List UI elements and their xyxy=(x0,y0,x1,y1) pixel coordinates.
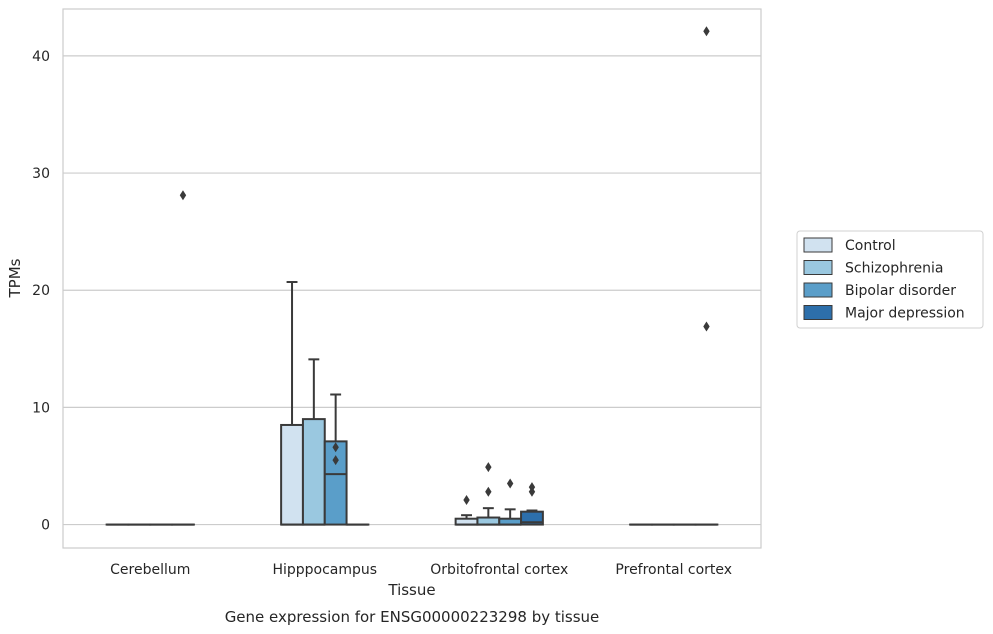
y-tick-label: 20 xyxy=(32,283,50,299)
outlier-point xyxy=(179,190,187,201)
box-groups xyxy=(105,26,719,526)
box-body xyxy=(280,423,304,526)
legend-swatch xyxy=(803,305,833,320)
box xyxy=(520,482,544,526)
chart-caption: Gene expression for ENSG00000223298 by t… xyxy=(225,608,600,626)
y-tick-labels: 0 10 20 30 40 xyxy=(32,49,50,534)
outlier-point xyxy=(703,26,710,37)
legend-frame xyxy=(796,230,984,329)
category-group xyxy=(454,462,544,526)
outlier-point xyxy=(485,486,492,497)
legend-swatch xyxy=(803,260,833,275)
x-tick-labels: Cerebellum Hipppocampus Orbitofrontal cort… xyxy=(110,562,732,578)
box-body xyxy=(323,440,348,526)
x-axis-label: Tissue xyxy=(387,581,435,599)
box xyxy=(171,190,195,526)
outlier-point xyxy=(332,442,339,453)
legend-label: Major depression xyxy=(845,306,965,322)
outlier-point xyxy=(506,478,514,489)
outlier-point xyxy=(485,462,492,473)
category-group xyxy=(629,26,719,526)
y-tick-label: 0 xyxy=(41,518,50,534)
box-body xyxy=(301,418,326,526)
x-tick-label: Prefrontal cortex xyxy=(615,562,732,578)
y-tick-label: 40 xyxy=(32,49,50,65)
y-axis-label: TPMs xyxy=(6,258,24,298)
y-tick-label: 30 xyxy=(32,166,50,182)
legend-swatch xyxy=(803,237,833,253)
outlier-point xyxy=(463,494,470,505)
box-body xyxy=(476,516,501,526)
plot-background xyxy=(63,9,761,548)
legend-label: Bipolar disorder xyxy=(845,283,956,299)
category-group xyxy=(105,190,195,526)
x-tick-label: Hipppocampus xyxy=(272,562,377,578)
x-tick-label: Orbitofrontal cortex xyxy=(430,562,568,578)
outlier-point xyxy=(332,455,339,466)
box xyxy=(323,393,348,526)
box xyxy=(694,26,719,526)
legend: Control Schizophrenia Bipolar disorder Majo… xyxy=(796,230,984,329)
outlier-point xyxy=(528,482,536,493)
outlier-point xyxy=(703,321,710,332)
legend-swatch xyxy=(803,282,833,298)
x-tick-label: Cerebellum xyxy=(110,562,190,578)
legend-label: Schizophrenia xyxy=(845,261,943,277)
box xyxy=(498,478,523,526)
y-tick-label: 10 xyxy=(32,400,50,416)
category-group xyxy=(280,281,370,526)
plot-frame xyxy=(62,8,762,549)
legend-label: Control xyxy=(845,238,896,254)
